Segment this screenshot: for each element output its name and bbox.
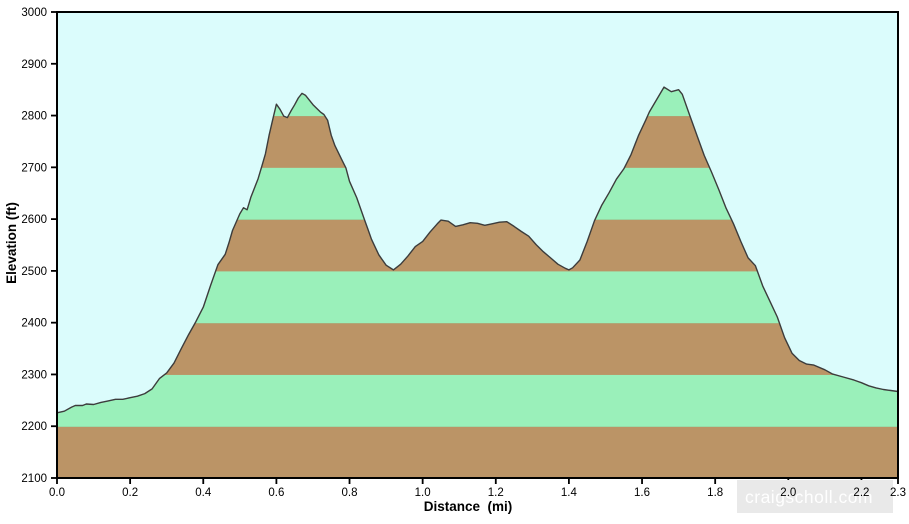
x-tick-label: 2.2 <box>853 487 869 499</box>
x-tick-label: 0.4 <box>195 487 212 499</box>
y-tick-label: 2300 <box>21 369 47 381</box>
band-2100-2200 <box>57 426 898 478</box>
y-tick-label: 2200 <box>21 421 47 433</box>
x-tick-label: 0.8 <box>342 487 358 499</box>
x-tick-label: 1.8 <box>707 487 723 499</box>
x-tick-label: 1.6 <box>634 487 650 499</box>
x-tick-label: 0.6 <box>268 487 284 499</box>
y-tick-label: 2800 <box>21 111 47 123</box>
y-tick-label: 3000 <box>21 7 47 19</box>
band-2300-2400 <box>57 322 898 375</box>
profile-line <box>56 86 899 414</box>
y-tick-label: 2400 <box>21 318 47 330</box>
watermark-box <box>737 480 893 513</box>
y-tick-label: 2100 <box>21 473 47 485</box>
x-tick-label: 0.2 <box>122 487 138 499</box>
x-tick-label: 1.0 <box>415 487 431 499</box>
x-axis-title: Distance (mi) <box>424 499 513 514</box>
plot-area: craigscholl.com 2100 2200 2300 2400 2500 2600 2… <box>21 7 906 513</box>
y-tick-label: 2700 <box>21 162 47 174</box>
y-tick-label: 2500 <box>21 266 47 278</box>
x-tick-label: 2.0 <box>780 487 796 499</box>
x-tick-label: 0.0 <box>49 487 65 499</box>
x-tick-label: 1.2 <box>488 487 504 499</box>
watermark-text: craigscholl.com <box>745 487 873 507</box>
plot-border <box>56 11 899 479</box>
band-2200-2300 <box>57 374 898 427</box>
y-tick-label: 2600 <box>21 214 47 226</box>
y-axis-title: Elevation (ft) <box>4 202 19 284</box>
x-tick-label: 1.4 <box>561 487 578 499</box>
x-tick-label: 2.3 <box>890 487 906 499</box>
y-tick-label: 2900 <box>21 59 47 71</box>
